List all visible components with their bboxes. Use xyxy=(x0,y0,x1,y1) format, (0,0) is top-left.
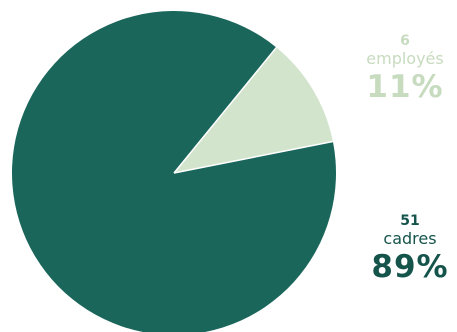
employes-percent: 11% xyxy=(366,69,444,105)
employes-category: employés xyxy=(366,49,444,68)
cadres-count: 51 xyxy=(400,213,420,229)
slice-separator-0 xyxy=(173,140,334,174)
employes-label-group: 6 employés 11% xyxy=(350,33,457,105)
pie-slice-employes xyxy=(174,47,333,173)
cadres-percent: 89% xyxy=(371,249,449,285)
cadres-category: cadres xyxy=(383,229,437,248)
pie-slice-cadres xyxy=(12,11,336,332)
employes-count: 6 xyxy=(400,33,410,49)
slice-separator-1 xyxy=(173,46,277,174)
cadres-label-group: 51 cadres 89% xyxy=(355,213,457,285)
